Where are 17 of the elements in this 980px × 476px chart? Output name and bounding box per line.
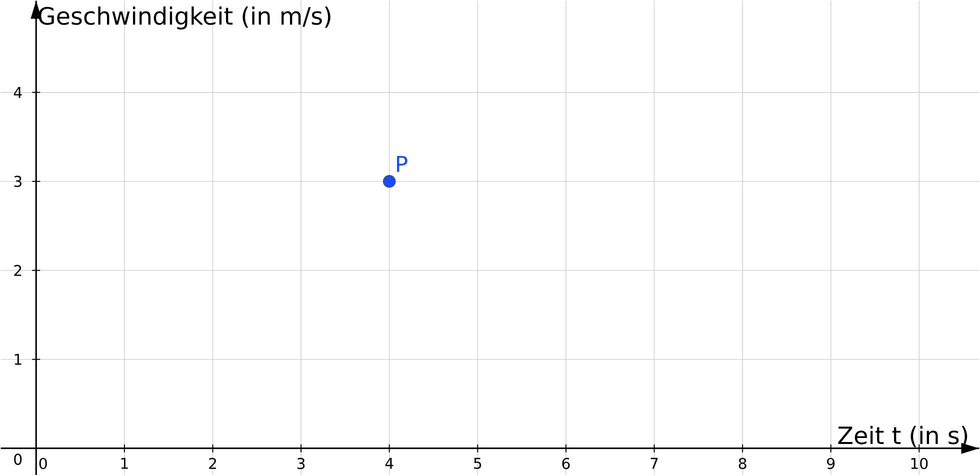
y-tick-label: 2 xyxy=(14,264,22,276)
y-tick-label: 4 xyxy=(14,87,22,98)
x-tick-label: 5 xyxy=(474,458,482,470)
x-tick-label: 2 xyxy=(209,458,216,469)
x-tick-label: 8 xyxy=(738,458,746,470)
x-tick-label: 1 xyxy=(121,458,128,469)
x-tick-label: 4 xyxy=(385,458,394,469)
x-tick-label: 6 xyxy=(562,458,570,470)
x-tick-label: 9 xyxy=(827,458,835,470)
y-tick-label: 1 xyxy=(14,354,22,365)
annotation: P xyxy=(397,156,408,172)
x-tick-label: 7 xyxy=(650,458,658,469)
x-tick-label: 0 xyxy=(39,458,47,470)
y-tick-label: 3 xyxy=(14,176,22,188)
y-axis-title: Geschwindigkeit (in m/s) xyxy=(38,6,330,30)
x-tick-label: 3 xyxy=(297,458,305,470)
x-tick-label: 10 xyxy=(911,458,928,470)
